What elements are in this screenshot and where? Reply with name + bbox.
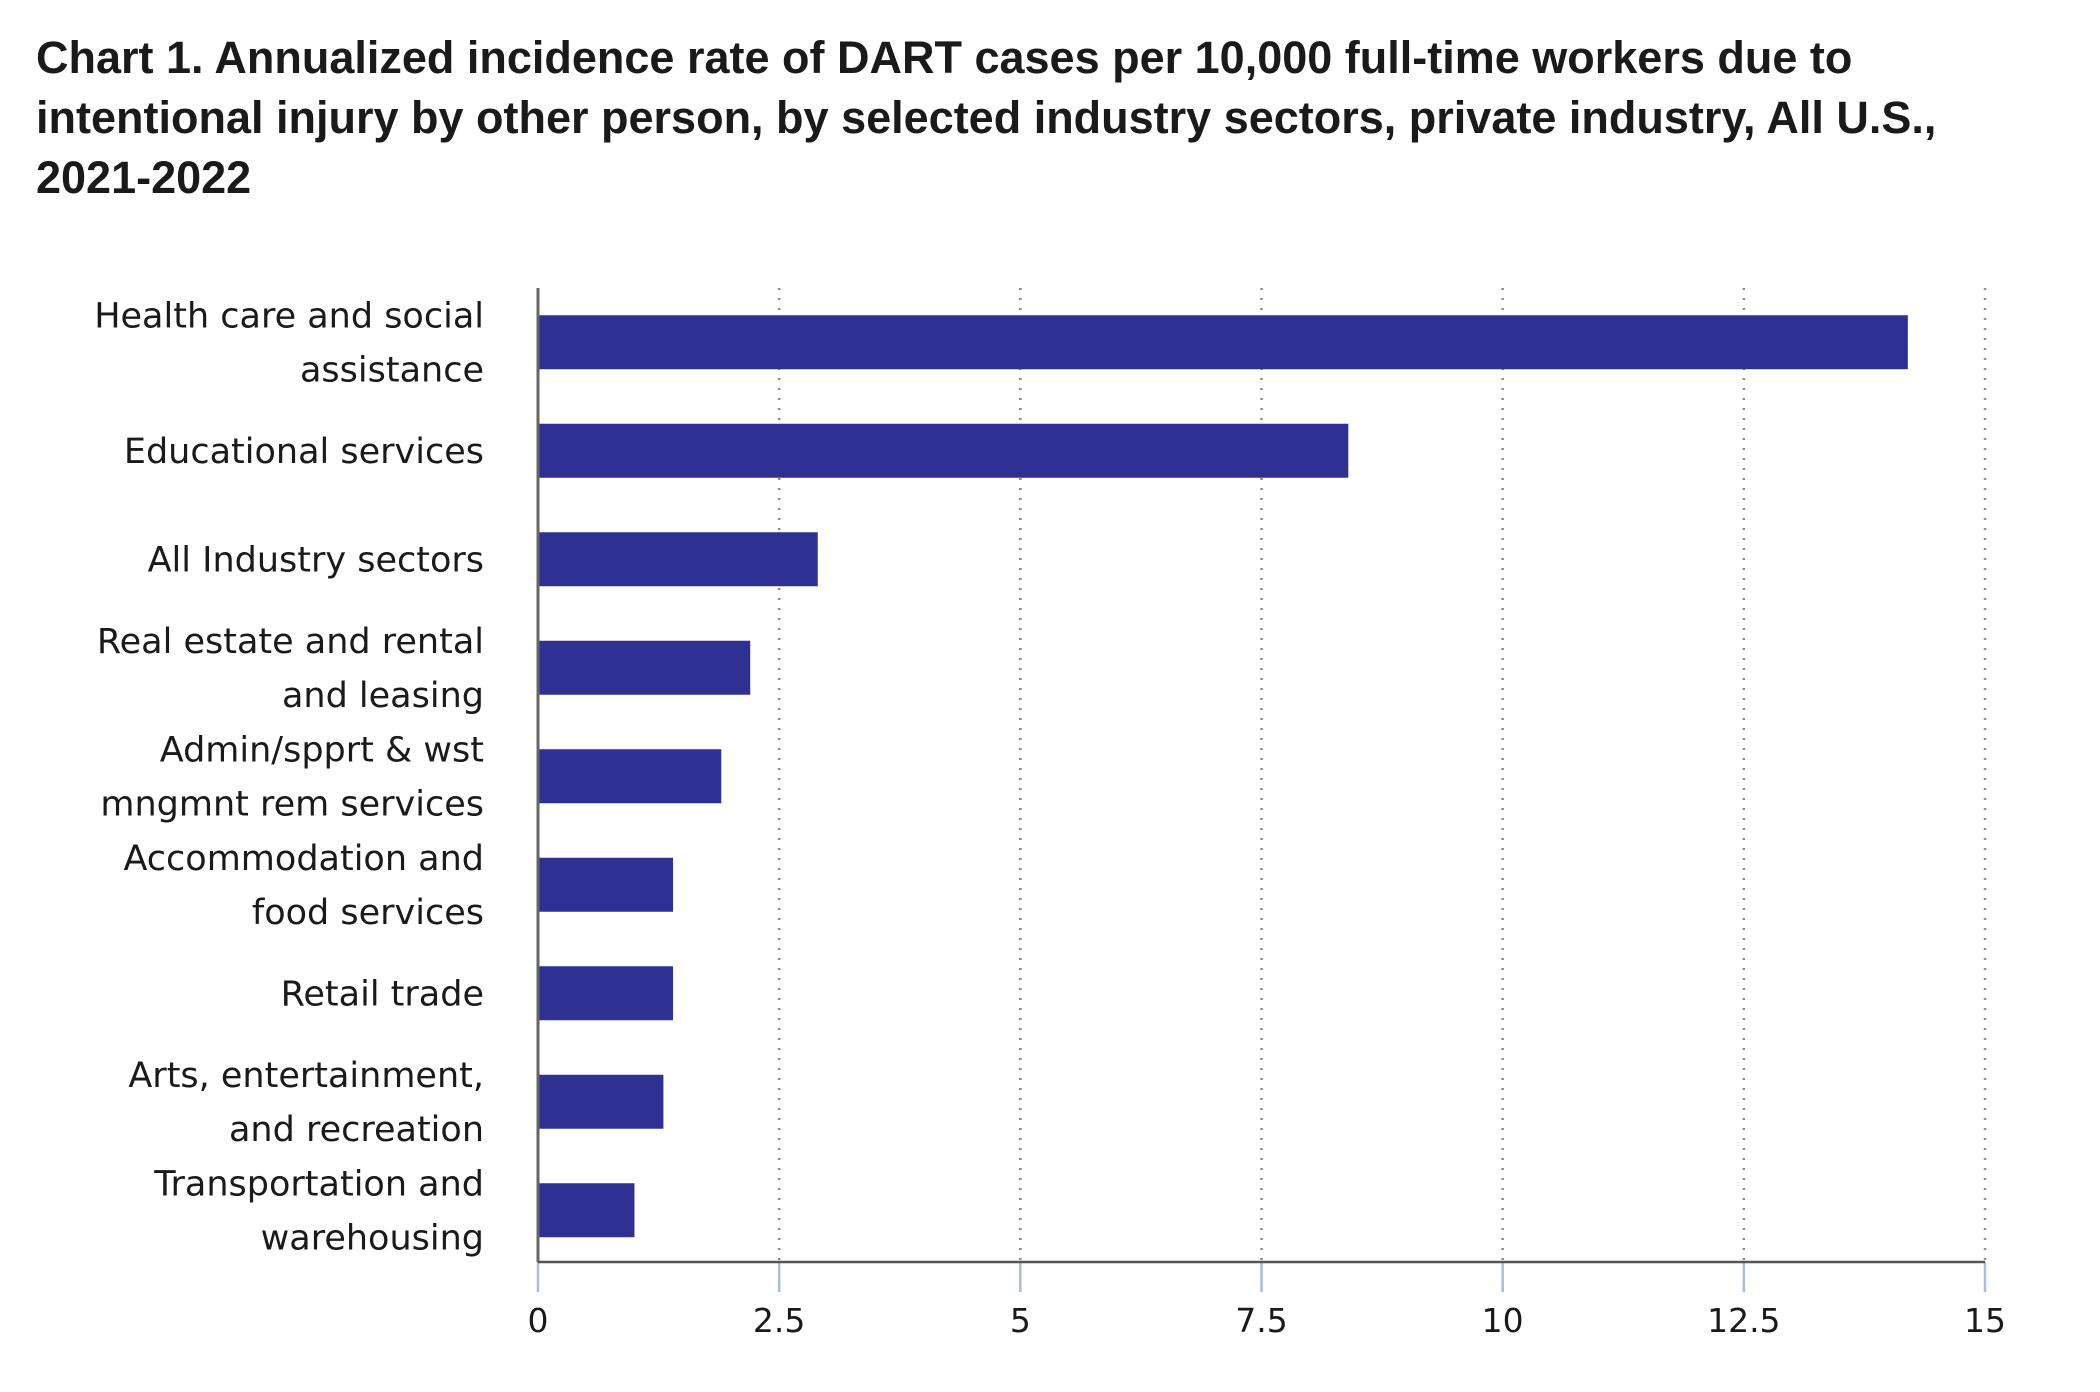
bars bbox=[538, 315, 1908, 1238]
axes bbox=[536, 288, 1987, 1292]
x-tick-label: 10 bbox=[1482, 1301, 1524, 1340]
x-tick-label: 7.5 bbox=[1235, 1301, 1287, 1340]
bar bbox=[538, 1183, 635, 1238]
category-labels: Health care and social assistance Educatio… bbox=[94, 296, 484, 1258]
bar bbox=[538, 857, 674, 912]
x-tick-label: 15 bbox=[1964, 1301, 2006, 1340]
x-tick-label: 12.5 bbox=[1707, 1301, 1780, 1340]
bar bbox=[538, 532, 818, 587]
chart-title: Chart 1. Annualized incidence rate of DA… bbox=[36, 32, 1937, 203]
category-label: Transportation and warehousing bbox=[153, 1164, 484, 1258]
category-label: Real estate and rental and leasing bbox=[97, 622, 484, 716]
category-label: Accommodation and food services bbox=[123, 839, 484, 933]
tick-labels: 0 2.5 5 7.5 10 12.5 15 bbox=[528, 1301, 2007, 1340]
category-label: Arts, entertainment, and recreation bbox=[128, 1056, 484, 1150]
category-label: Retail trade bbox=[281, 974, 484, 1014]
category-label: Educational services bbox=[124, 432, 484, 472]
bar bbox=[538, 749, 722, 804]
x-tick-label: 5 bbox=[1010, 1301, 1031, 1340]
bar bbox=[538, 966, 674, 1021]
x-tick-label: 2.5 bbox=[753, 1301, 805, 1340]
x-tick-label: 0 bbox=[528, 1301, 549, 1340]
category-label: All Industry sectors bbox=[148, 540, 484, 580]
bar bbox=[538, 315, 1908, 370]
gridlines bbox=[777, 288, 1987, 1262]
bar bbox=[538, 1074, 664, 1129]
bar bbox=[538, 423, 1349, 478]
category-label: Health care and social assistance bbox=[94, 296, 484, 390]
category-label: Admin/spprt & wst mngmnt rem services bbox=[100, 730, 484, 824]
bar bbox=[538, 640, 751, 695]
